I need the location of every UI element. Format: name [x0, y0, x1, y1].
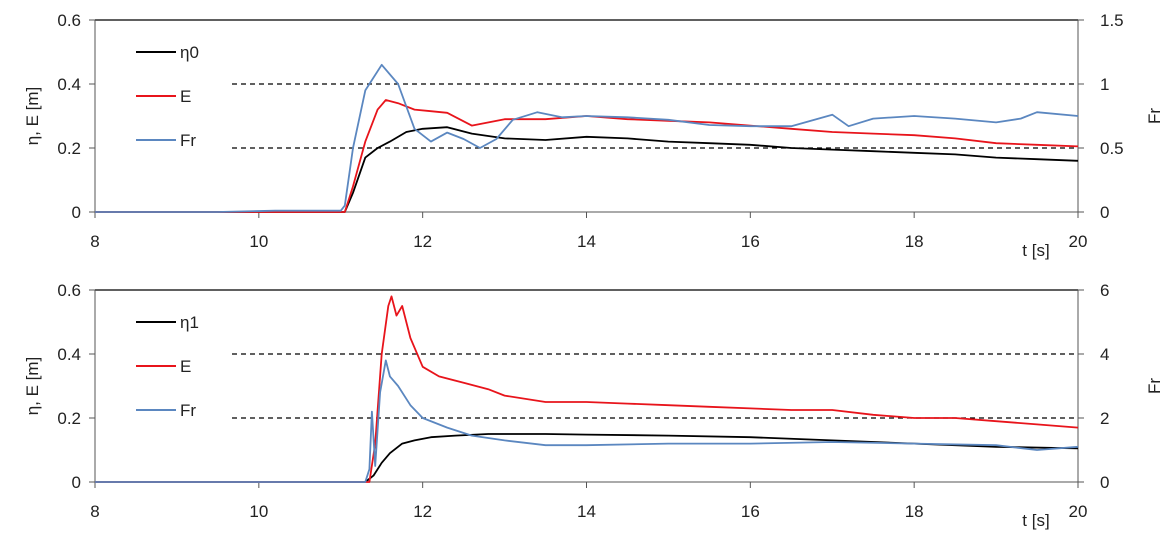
y2-tick-label: 0.5: [1100, 139, 1124, 158]
series-line-Fr: [95, 63, 1079, 213]
y2-tick-label: 1: [1100, 75, 1109, 94]
series-line-Fr: [95, 359, 1079, 483]
y2-tick-label: 6: [1100, 281, 1109, 300]
series-line-E: [95, 99, 1079, 213]
y2-axis-label: Fr: [1145, 108, 1164, 124]
x-tick-label: 10: [249, 502, 268, 521]
chart-top: 8 10 12 14 16 18 20 0 0.2 0.4 0.6 0 0.5 1 1.5 η, E [m] F…: [23, 11, 1164, 260]
y-tick-label: 0.2: [57, 409, 81, 428]
y-tick-label: 0.4: [57, 345, 81, 364]
x-tick-label: 14: [577, 232, 596, 251]
x-tick-label: 8: [90, 502, 99, 521]
x-axis-label: t [s]: [1022, 511, 1049, 530]
y-tick-label: 0: [72, 203, 81, 222]
y-tick-label: 0.6: [57, 281, 81, 300]
legend-label-Fr: Fr: [180, 401, 196, 420]
x-tick-label: 18: [905, 502, 924, 521]
legend-label-E: E: [180, 87, 191, 106]
x-tick-label: 16: [741, 502, 760, 521]
x-tick-label: 20: [1069, 232, 1088, 251]
y-axis-label: η, E [m]: [23, 357, 42, 416]
y2-tick-label: 4: [1100, 345, 1109, 364]
y-tick-label: 0: [72, 473, 81, 492]
y-axis-label: η, E [m]: [23, 87, 42, 146]
y2-tick-label: 2: [1100, 409, 1109, 428]
y-tick-label: 0.4: [57, 75, 81, 94]
y2-axis-label: Fr: [1145, 378, 1164, 394]
series-line-η0: [95, 126, 1079, 213]
x-tick-label: 16: [741, 232, 760, 251]
x-tick-label: 12: [413, 502, 432, 521]
y-tick-label: 0.6: [57, 11, 81, 30]
y2-tick-label: 1.5: [1100, 11, 1124, 30]
y-tick-label: 0.2: [57, 139, 81, 158]
x-tick-label: 12: [413, 232, 432, 251]
x-tick-label: 20: [1069, 502, 1088, 521]
x-tick-label: 18: [905, 232, 924, 251]
legend-label-E: E: [180, 357, 191, 376]
x-tick-label: 10: [249, 232, 268, 251]
x-tick-label: 14: [577, 502, 596, 521]
series-line-η1: [95, 433, 1079, 483]
legend-label-η0: η0: [180, 43, 199, 62]
legend-label-Fr: Fr: [180, 131, 196, 150]
y2-tick-label: 0: [1100, 473, 1109, 492]
x-tick-label: 8: [90, 232, 99, 251]
chart-bottom: 8 10 12 14 16 18 20 0 0.2 0.4 0.6 0 2 4 6 η, E [m] Fr t […: [23, 281, 1164, 530]
y2-tick-label: 0: [1100, 203, 1109, 222]
legend-label-η1: η1: [180, 313, 199, 332]
x-axis-label: t [s]: [1022, 241, 1049, 260]
series-line-E: [95, 295, 1079, 483]
